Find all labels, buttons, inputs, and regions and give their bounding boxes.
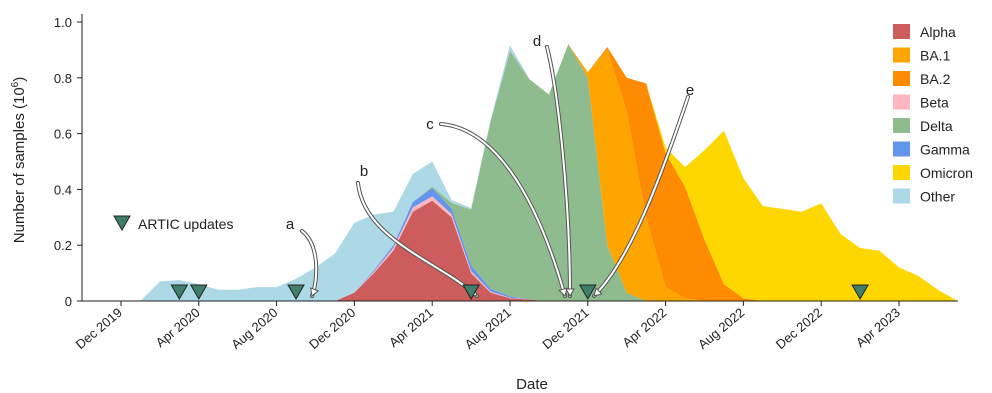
x-tick-label: Dec 2020 <box>306 305 358 352</box>
stacked-areas <box>121 44 958 302</box>
x-ticks: Dec 2019 Apr 2020 Aug 2020 Dec 2020 Apr 2021… <box>73 301 903 352</box>
y-tick-label: 0.6 <box>54 127 72 142</box>
legend-label-alpha: Alpha <box>920 24 956 40</box>
x-tick-label: Apr 2021 <box>386 305 436 350</box>
y-ticks: 0 0.2 0.4 0.6 0.8 1.0 <box>54 15 82 309</box>
y-tick-label: 0.8 <box>54 71 72 86</box>
y-axis-title: Number of samples (106) <box>10 77 28 243</box>
legend-label-ba-1: BA.1 <box>920 48 951 64</box>
artic-markers <box>170 284 869 301</box>
artic-update-marker <box>287 284 305 301</box>
annotation-d-arrowhead <box>565 288 575 298</box>
annotation-b-arrow <box>357 182 478 297</box>
x-tick-label: Aug 2021 <box>462 305 514 352</box>
artic-update-marker <box>851 284 869 301</box>
x-tick-label: Dec 2021 <box>539 305 591 352</box>
legend-label-gamma: Gamma <box>920 142 970 158</box>
y-tick-label: 0 <box>65 294 72 309</box>
x-tick-label: Apr 2020 <box>153 305 203 350</box>
legend-swatch-beta <box>893 94 910 110</box>
annotation-e-label: e <box>686 82 694 99</box>
x-tick-label: Dec 2022 <box>773 305 825 352</box>
legend-swatch-other <box>893 188 910 204</box>
artic-update-marker <box>189 284 208 301</box>
annotation-d-label: d <box>533 33 541 50</box>
artic-update-marker <box>462 284 480 301</box>
legend-label-omicron: Omicron <box>920 165 973 181</box>
legend-label-ba-2: BA.2 <box>920 71 951 87</box>
y-tick-label: 0.2 <box>54 238 72 253</box>
annotation-a-label: a <box>286 216 295 233</box>
legend-swatch-alpha <box>893 24 910 39</box>
artic-update-marker <box>578 284 597 301</box>
annotation-c-arrow <box>440 123 566 297</box>
y-tick-label: 0.4 <box>54 182 72 197</box>
annotation-e-arrow <box>593 96 689 297</box>
annotation-a-arrowhead <box>310 287 320 297</box>
legend-swatch-gamma <box>893 141 910 157</box>
artic-legend-label: ARTIC updates <box>138 216 233 232</box>
artic-legend: ARTIC updates <box>113 215 233 232</box>
legend-label-other: Other <box>920 189 955 205</box>
x-tick-label: Aug 2022 <box>695 305 747 352</box>
x-tick-label: Apr 2023 <box>853 305 903 350</box>
x-tick-label: Dec 2019 <box>73 305 125 352</box>
annotation-c-arrowhead <box>558 287 568 297</box>
area-omicron <box>121 44 958 302</box>
y-axis-title-close: ) <box>11 77 28 82</box>
axes <box>81 14 958 302</box>
artic-legend-triangle-icon <box>113 215 131 232</box>
x-tick-label: Apr 2022 <box>619 305 669 350</box>
artic-update-marker <box>170 284 189 301</box>
legend: Alpha BA.1 BA.2 Beta Delta Gamma Omicron Other <box>893 24 973 205</box>
annotation-e-arrowhead <box>593 287 603 297</box>
legend-swatch-ba-1 <box>893 47 910 63</box>
area-delta <box>121 44 958 302</box>
legend-label-beta: Beta <box>920 95 949 111</box>
legend-swatch-delta <box>893 118 910 133</box>
annotation-d-arrow <box>546 46 571 297</box>
y-axis-title-superscript: 6 <box>10 81 21 87</box>
legend-swatch-ba-2 <box>893 71 910 86</box>
y-tick-label: 1.0 <box>54 15 72 30</box>
annotation-c-label: c <box>426 116 434 133</box>
x-tick-label: Aug 2020 <box>228 305 280 352</box>
legend-label-delta: Delta <box>920 118 953 134</box>
annotation-b-label: b <box>360 163 368 180</box>
x-axis-title: Date <box>516 376 548 393</box>
legend-swatch-omicron <box>893 165 910 180</box>
annotations: a b c d e <box>286 33 694 298</box>
